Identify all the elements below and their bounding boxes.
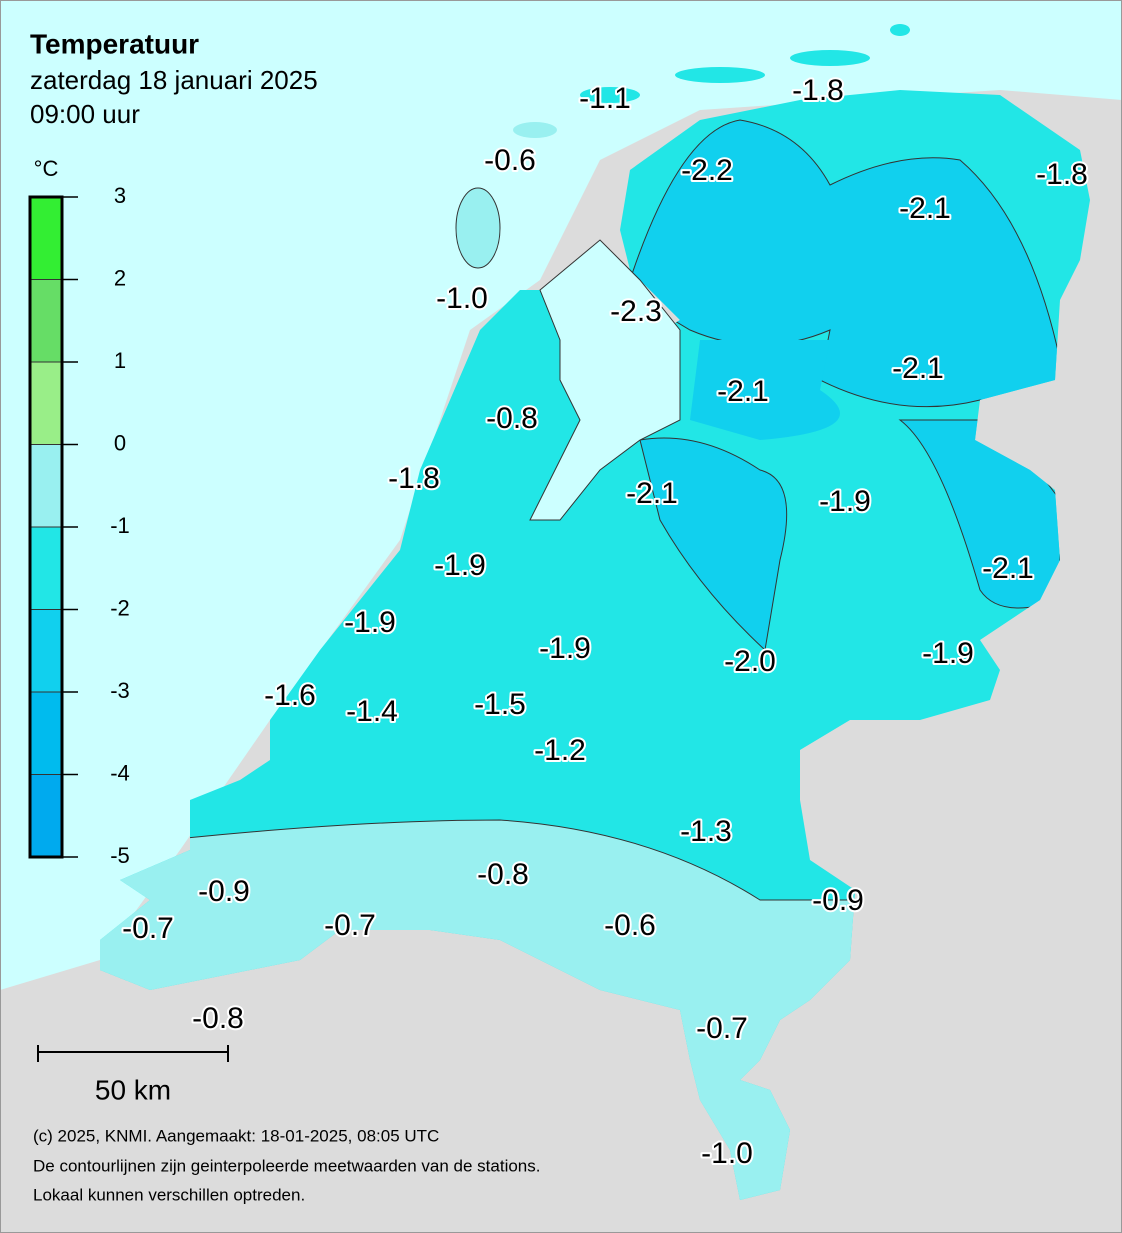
station-value: -2.1 [626, 477, 678, 510]
station-value: -1.0 [701, 1137, 753, 1170]
zone [690, 340, 840, 440]
legend-tick-label: 2 [114, 265, 126, 290]
island [580, 87, 640, 103]
station-value: -1.0 [436, 282, 488, 315]
legend-tick-label: -3 [110, 678, 130, 703]
station-value: -1.9 [922, 637, 974, 670]
island [455, 187, 501, 269]
station-value: -2.0 [724, 645, 776, 678]
legend-band [29, 774, 63, 858]
scale-bar [37, 1045, 229, 1062]
station-value: -1.9 [539, 632, 591, 665]
station-value: -2.1 [717, 375, 769, 408]
station-value: -0.8 [192, 1002, 244, 1035]
island [513, 122, 557, 138]
legend-unit: °C [34, 156, 59, 181]
time: 09:00 uur [30, 99, 140, 129]
ijsselmeer [529, 239, 681, 521]
legend-tick-label: 1 [114, 348, 126, 373]
island [790, 50, 870, 66]
station-value: -2.1 [899, 192, 951, 225]
station-value: -1.9 [819, 485, 871, 518]
legend-tick-label: -2 [110, 595, 130, 620]
station-value: -2.2 [681, 154, 733, 187]
stations: -1.1 -1.8 -0.6 -2.2 -1.8 -2.1 -1.0 -2.3 -2.1 -2.1… [120, 72, 1090, 1172]
station-value: -1.8 [792, 74, 844, 107]
sea [0, 0, 1122, 990]
station-value: -1.8 [388, 462, 440, 495]
station-value: -1.2 [534, 734, 586, 767]
station-value: -0.7 [324, 909, 376, 942]
legend-band [29, 361, 63, 445]
station-value: -0.6 [484, 144, 536, 177]
station-value: -0.7 [122, 912, 174, 945]
date: zaterdag 18 januari 2025 [30, 65, 318, 95]
station-value: -2.3 [610, 295, 662, 328]
station-value: -0.7 [696, 1012, 748, 1045]
station-value: -1.4 [346, 695, 398, 728]
station-value: -1.9 [344, 606, 396, 639]
legend: 3 2 1 0 -1 -2 -3 -4 -5 [28, 183, 130, 868]
legend-tick-label: -5 [110, 843, 130, 868]
island [675, 67, 765, 83]
legend-band [29, 444, 63, 528]
legend-band [29, 279, 63, 363]
legend-band [29, 609, 63, 693]
station-value: -1.6 [264, 679, 316, 712]
legend-tick-label: 3 [114, 183, 126, 208]
station-value: -1.1 [579, 82, 631, 115]
station-value: -0.9 [812, 884, 864, 917]
legend-band [29, 196, 63, 280]
zone [639, 437, 788, 651]
legend-band [29, 691, 63, 775]
station-value: -0.8 [486, 402, 538, 435]
station-value: -0.8 [477, 858, 529, 891]
station-value: -1.5 [474, 688, 526, 721]
station-value: -0.6 [604, 909, 656, 942]
legend-tick-label: 0 [114, 430, 126, 455]
zone [629, 119, 1061, 408]
legend-tick-label: -4 [110, 760, 130, 785]
station-value: -1.3 [680, 815, 732, 848]
station-value: -0.9 [198, 875, 250, 908]
station-value: -1.9 [434, 549, 486, 582]
station-value: -1.8 [1036, 158, 1088, 191]
footer-line: (c) 2025, KNMI. Aangemaakt: 18-01-2025, … [33, 1126, 439, 1145]
footer-line: De contourlijnen zijn geinterpoleerde me… [33, 1156, 540, 1175]
scale-label: 50 km [95, 1074, 171, 1105]
island [890, 24, 910, 36]
legend-tick-label: -1 [110, 513, 130, 538]
title: Temperatuur [30, 28, 199, 59]
footer-line: Lokaal kunnen verschillen optreden. [33, 1185, 305, 1204]
station-value: -2.1 [982, 552, 1034, 585]
legend-band [29, 526, 63, 610]
station-value: -2.1 [892, 352, 944, 385]
